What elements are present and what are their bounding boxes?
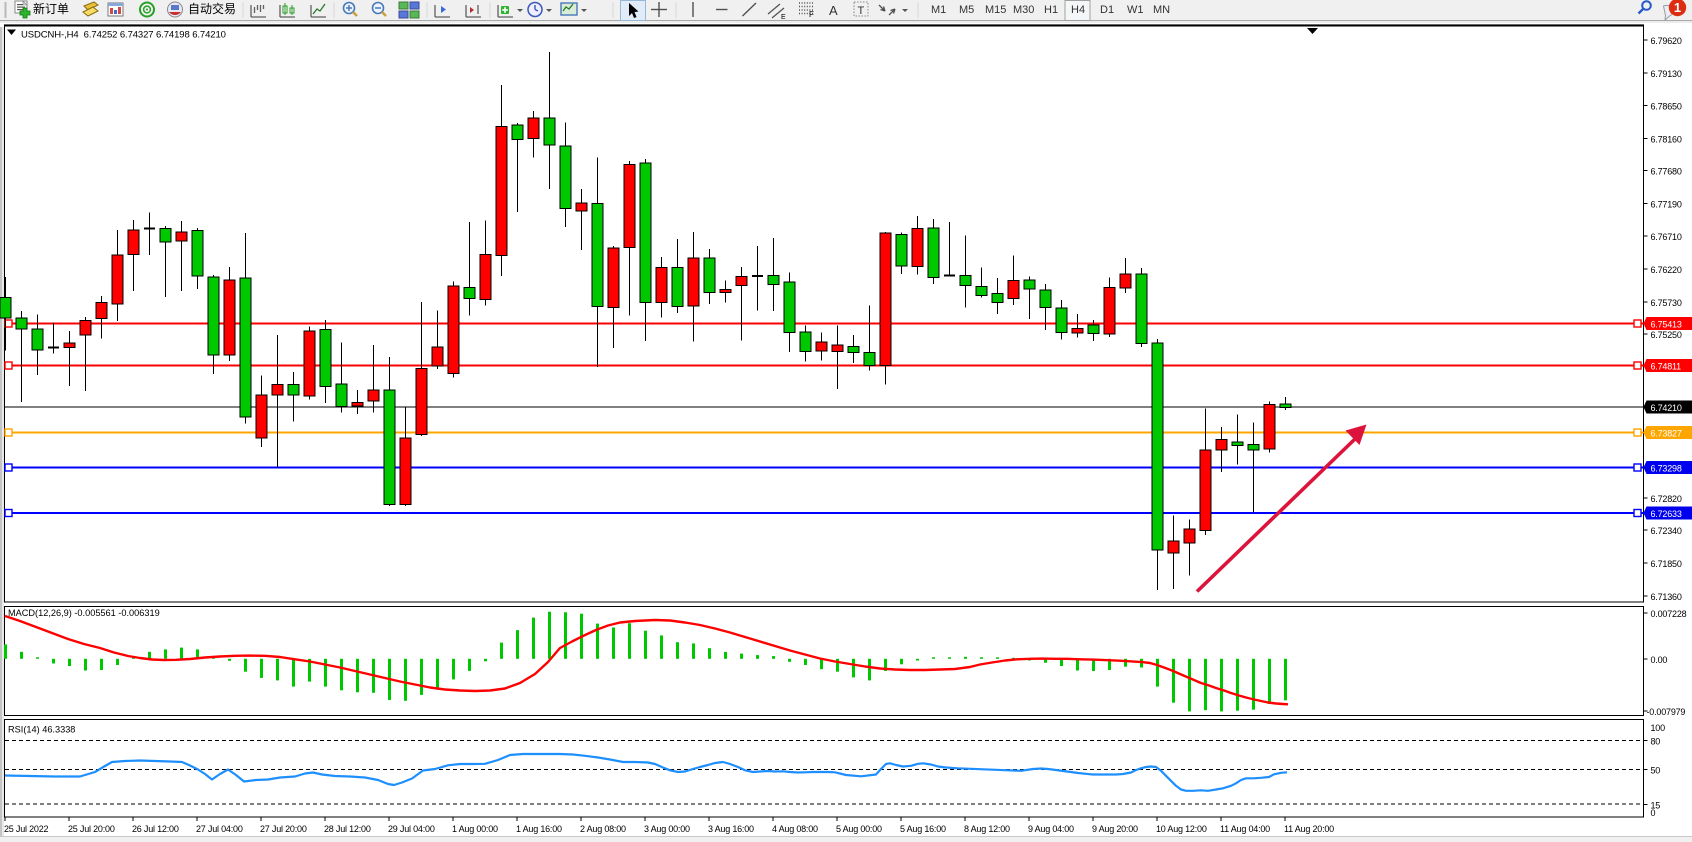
svg-text:-0.007979: -0.007979 bbox=[1647, 707, 1686, 717]
svg-text:80: 80 bbox=[1651, 737, 1661, 747]
svg-text:100: 100 bbox=[1651, 723, 1666, 733]
svg-text:E: E bbox=[781, 14, 786, 21]
svg-text:6.78650: 6.78650 bbox=[1651, 101, 1682, 111]
svg-text:9 Aug 04:00: 9 Aug 04:00 bbox=[1028, 824, 1074, 834]
svg-text:M5: M5 bbox=[959, 4, 974, 16]
svg-text:M15: M15 bbox=[985, 4, 1006, 16]
svg-text:6.72820: 6.72820 bbox=[1651, 494, 1682, 504]
svg-text:4 Aug 08:00: 4 Aug 08:00 bbox=[772, 824, 818, 834]
svg-text:D1: D1 bbox=[1100, 4, 1114, 16]
svg-text:0: 0 bbox=[1651, 808, 1656, 818]
svg-text:1 Aug 16:00: 1 Aug 16:00 bbox=[516, 824, 562, 834]
svg-text:6.77680: 6.77680 bbox=[1651, 167, 1682, 177]
svg-text:6.75413: 6.75413 bbox=[1651, 320, 1682, 330]
svg-text:6.75250: 6.75250 bbox=[1651, 330, 1682, 340]
svg-text:29 Jul 04:00: 29 Jul 04:00 bbox=[388, 824, 435, 834]
svg-text:6.76220: 6.76220 bbox=[1651, 265, 1682, 275]
svg-text:26 Jul 12:00: 26 Jul 12:00 bbox=[132, 824, 179, 834]
svg-text:0.00: 0.00 bbox=[1651, 655, 1668, 665]
svg-text:2 Aug 08:00: 2 Aug 08:00 bbox=[580, 824, 626, 834]
svg-text:H4: H4 bbox=[1071, 4, 1085, 16]
svg-text:6.72340: 6.72340 bbox=[1651, 526, 1682, 536]
svg-text:1 Aug 00:00: 1 Aug 00:00 bbox=[452, 824, 498, 834]
svg-text:15: 15 bbox=[1651, 801, 1661, 811]
svg-text:0.007228: 0.007228 bbox=[1651, 609, 1687, 619]
svg-text:USDCNH-,H4 6.74252 6.74327 6.: USDCNH-,H4 6.74252 6.74327 6.74198 6.742… bbox=[21, 30, 226, 41]
svg-text:27 Jul 20:00: 27 Jul 20:00 bbox=[260, 824, 307, 834]
svg-text:9 Aug 20:00: 9 Aug 20:00 bbox=[1092, 824, 1138, 834]
svg-text:28 Jul 12:00: 28 Jul 12:00 bbox=[324, 824, 371, 834]
svg-text:M1: M1 bbox=[931, 4, 946, 16]
svg-text:6.74811: 6.74811 bbox=[1651, 362, 1682, 372]
svg-text:27 Jul 04:00: 27 Jul 04:00 bbox=[196, 824, 243, 834]
svg-text:F: F bbox=[809, 10, 814, 19]
svg-text:1: 1 bbox=[1674, 0, 1681, 15]
svg-text:6.78160: 6.78160 bbox=[1651, 134, 1682, 144]
svg-text:6.71850: 6.71850 bbox=[1651, 559, 1682, 569]
svg-text:6.79130: 6.79130 bbox=[1651, 69, 1682, 79]
svg-text:6.74210: 6.74210 bbox=[1651, 403, 1682, 413]
svg-text:A: A bbox=[829, 3, 838, 18]
svg-text:T: T bbox=[858, 5, 865, 17]
svg-text:11 Aug 20:00: 11 Aug 20:00 bbox=[1284, 824, 1334, 834]
svg-text:8 Aug 12:00: 8 Aug 12:00 bbox=[964, 824, 1010, 834]
svg-text:10 Aug 12:00: 10 Aug 12:00 bbox=[1156, 824, 1207, 834]
svg-text:MN: MN bbox=[1153, 4, 1170, 16]
svg-text:新订单: 新订单 bbox=[33, 1, 69, 16]
svg-text:50: 50 bbox=[1651, 766, 1661, 776]
svg-text:6.79620: 6.79620 bbox=[1651, 36, 1682, 46]
svg-text:25 Jul 20:00: 25 Jul 20:00 bbox=[68, 824, 115, 834]
svg-text:6.71360: 6.71360 bbox=[1651, 592, 1682, 602]
svg-text:MACD(12,26,9) -0.005561 -0.006: MACD(12,26,9) -0.005561 -0.006319 bbox=[8, 608, 160, 618]
svg-text:6.77190: 6.77190 bbox=[1651, 200, 1682, 210]
svg-text:5 Aug 16:00: 5 Aug 16:00 bbox=[900, 824, 946, 834]
svg-text:H1: H1 bbox=[1044, 4, 1058, 16]
svg-text:6.73827: 6.73827 bbox=[1651, 429, 1682, 439]
svg-text:6.72633: 6.72633 bbox=[1651, 509, 1682, 519]
svg-text:3 Aug 16:00: 3 Aug 16:00 bbox=[708, 824, 754, 834]
svg-text:5 Aug 00:00: 5 Aug 00:00 bbox=[836, 824, 882, 834]
svg-text:6.73298: 6.73298 bbox=[1651, 464, 1682, 474]
svg-text:11 Aug 04:00: 11 Aug 04:00 bbox=[1220, 824, 1270, 834]
svg-text:6.76710: 6.76710 bbox=[1651, 232, 1682, 242]
svg-text:W1: W1 bbox=[1127, 4, 1144, 16]
svg-text:25 Jul 2022: 25 Jul 2022 bbox=[4, 824, 49, 834]
svg-text:3 Aug 00:00: 3 Aug 00:00 bbox=[644, 824, 690, 834]
svg-text:6.75730: 6.75730 bbox=[1651, 298, 1682, 308]
svg-text:M30: M30 bbox=[1013, 4, 1034, 16]
svg-text:RSI(14) 46.3338: RSI(14) 46.3338 bbox=[8, 725, 75, 735]
svg-text:自动交易: 自动交易 bbox=[188, 1, 236, 16]
